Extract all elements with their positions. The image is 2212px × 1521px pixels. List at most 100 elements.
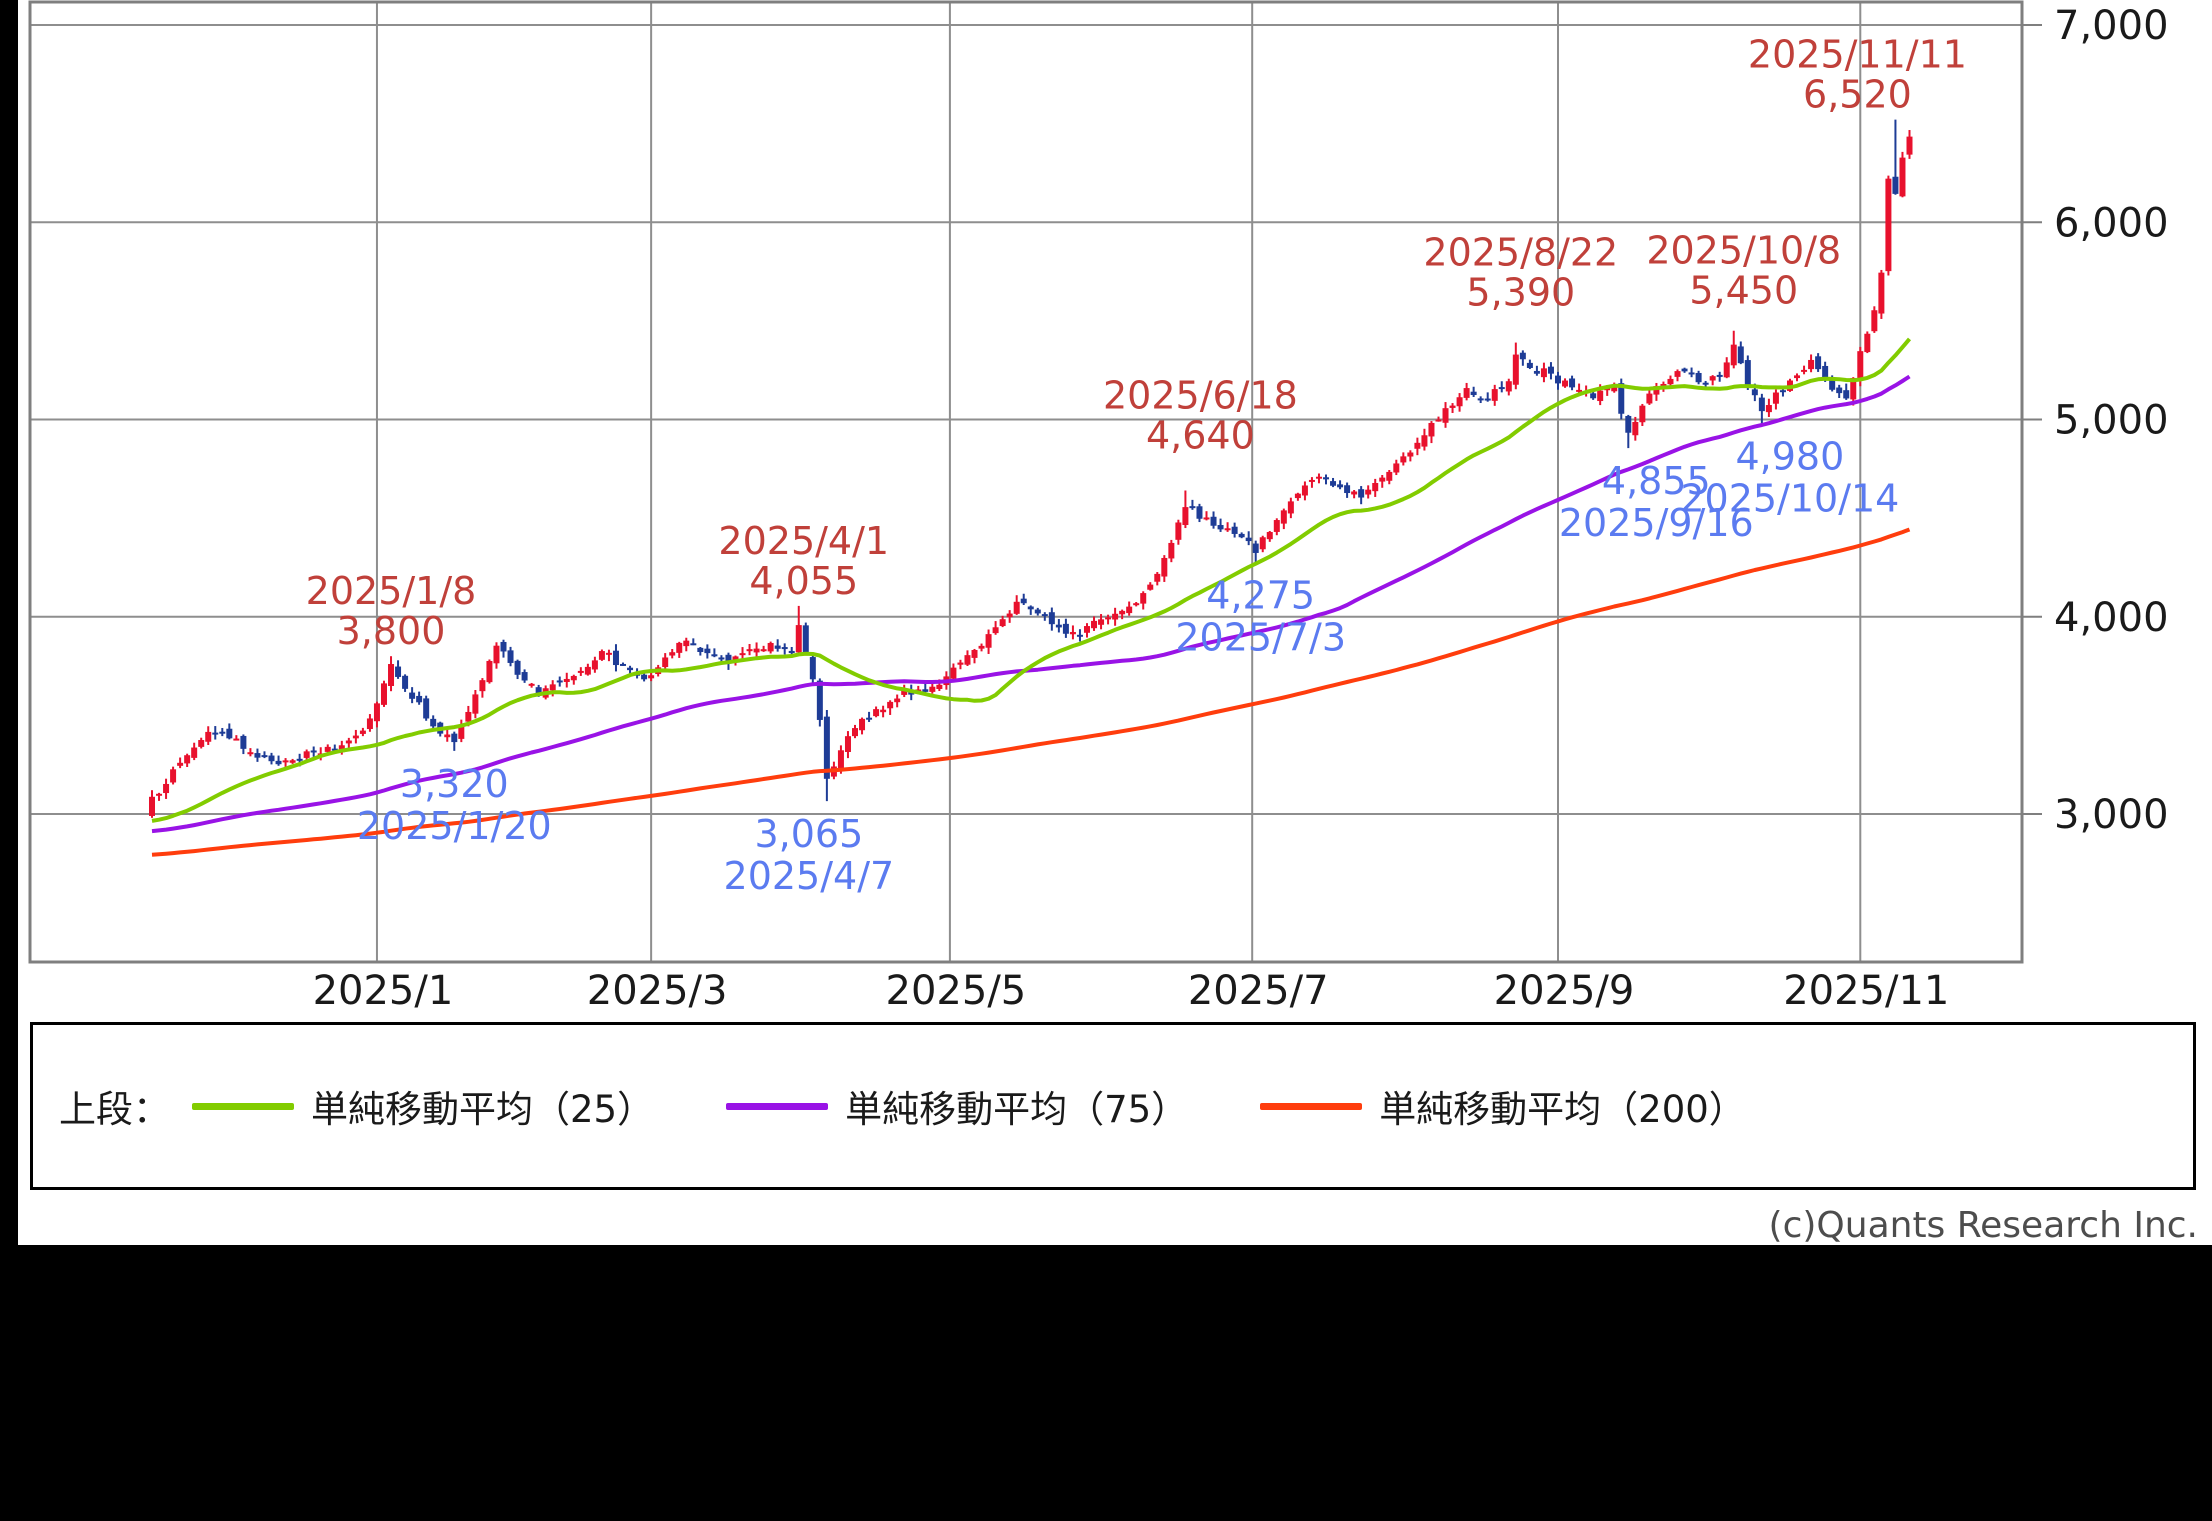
candle: [1702, 382, 1709, 385]
candle: [1308, 479, 1315, 482]
candle: [683, 640, 690, 647]
candle: [1449, 405, 1456, 408]
candle: [240, 735, 247, 749]
candle: [1189, 506, 1196, 509]
high-annotation: 5,450: [1689, 269, 1798, 313]
candle: [1765, 405, 1772, 413]
high-annotation: 4,640: [1146, 414, 1255, 458]
candle: [992, 627, 999, 634]
candle: [612, 650, 619, 666]
candle: [1808, 359, 1815, 370]
candle: [1358, 489, 1365, 498]
candle: [1709, 376, 1716, 381]
candle: [1716, 374, 1723, 377]
y-tick-label: 6,000: [2054, 200, 2169, 246]
candle: [823, 716, 830, 779]
low-annotation: 2025/10/14: [1680, 476, 1899, 520]
candle: [1906, 136, 1913, 155]
candle: [1252, 543, 1259, 553]
candle: [1344, 485, 1351, 494]
candle: [1864, 333, 1871, 353]
candle: [1456, 397, 1463, 407]
candle: [1098, 619, 1105, 625]
x-tick-label: 2025/1: [313, 968, 454, 1014]
candle: [430, 718, 437, 727]
sma25-line-swatch: [192, 1102, 294, 1110]
candle: [1034, 609, 1041, 614]
low-annotation: 3,320: [400, 762, 509, 806]
candle: [620, 663, 627, 666]
candle: [388, 664, 395, 686]
candle: [247, 752, 254, 755]
candle: [1484, 398, 1491, 401]
candle: [486, 660, 493, 683]
candle: [753, 648, 760, 653]
candle: [922, 689, 929, 692]
candle: [1801, 369, 1808, 372]
candle: [149, 796, 155, 816]
y-axis-labels: 7,000 6,000 5,000 4,000 3,000: [2022, 3, 2169, 838]
candle: [1885, 178, 1892, 272]
candle: [1147, 584, 1154, 590]
copyright-text: (c)Quants Research Inc.: [1768, 1205, 2198, 1246]
candle: [458, 724, 465, 739]
candle: [957, 662, 964, 665]
candle: [1470, 391, 1477, 396]
candle: [1006, 613, 1013, 618]
candle: [1323, 477, 1330, 480]
candle: [191, 747, 198, 758]
candle: [1365, 489, 1372, 495]
candle: [156, 793, 163, 796]
candle: [472, 694, 479, 714]
candle: [999, 619, 1006, 627]
candle: [1674, 371, 1681, 377]
candle: [521, 672, 528, 681]
legend-item-sma200: 単純移動平均（200）: [1260, 1079, 1746, 1133]
candle: [964, 655, 971, 665]
candle: [936, 684, 943, 689]
candle: [1590, 393, 1597, 399]
low-annotation: 4,855: [1602, 459, 1711, 503]
sma25-line: [151, 337, 1912, 823]
candle: [1203, 517, 1210, 520]
candle: [1273, 520, 1280, 532]
candle: [1751, 389, 1758, 396]
candle: [648, 675, 655, 679]
x-tick-label: 2025/11: [1783, 968, 1949, 1014]
candle: [212, 732, 219, 735]
candle: [570, 675, 577, 681]
candle: [1217, 525, 1224, 530]
candle: [894, 698, 901, 703]
candle: [549, 684, 556, 691]
legend-item-sma25: 単純移動平均（25）: [192, 1079, 654, 1133]
high-annotation: 2025/11/11: [1748, 33, 1967, 77]
candle: [1407, 452, 1414, 457]
candle: [205, 731, 212, 742]
candle: [746, 649, 753, 652]
candle: [500, 641, 507, 652]
candle: [1512, 354, 1519, 385]
candle: [1238, 533, 1245, 538]
candle: [310, 750, 317, 753]
high-annotation: 5,390: [1466, 271, 1575, 315]
x-tick-label: 2025/9: [1494, 968, 1635, 1014]
candle: [465, 711, 472, 722]
candle: [1351, 491, 1358, 495]
candle: [177, 762, 184, 766]
candle: [732, 656, 739, 662]
candle: [1175, 522, 1182, 540]
candle: [1048, 612, 1055, 625]
low-annotation: 4,275: [1206, 574, 1315, 618]
candle: [359, 730, 366, 734]
candle: [282, 760, 289, 763]
low-annotation: 3,065: [754, 812, 863, 856]
candle: [1245, 537, 1252, 542]
candle: [690, 643, 697, 646]
candle: [704, 648, 711, 654]
low-annotation: 2025/1/20: [357, 804, 552, 848]
y-tick-label: 7,000: [2054, 3, 2169, 49]
high-annotation: 2025/6/18: [1103, 374, 1298, 418]
candle: [514, 660, 521, 675]
